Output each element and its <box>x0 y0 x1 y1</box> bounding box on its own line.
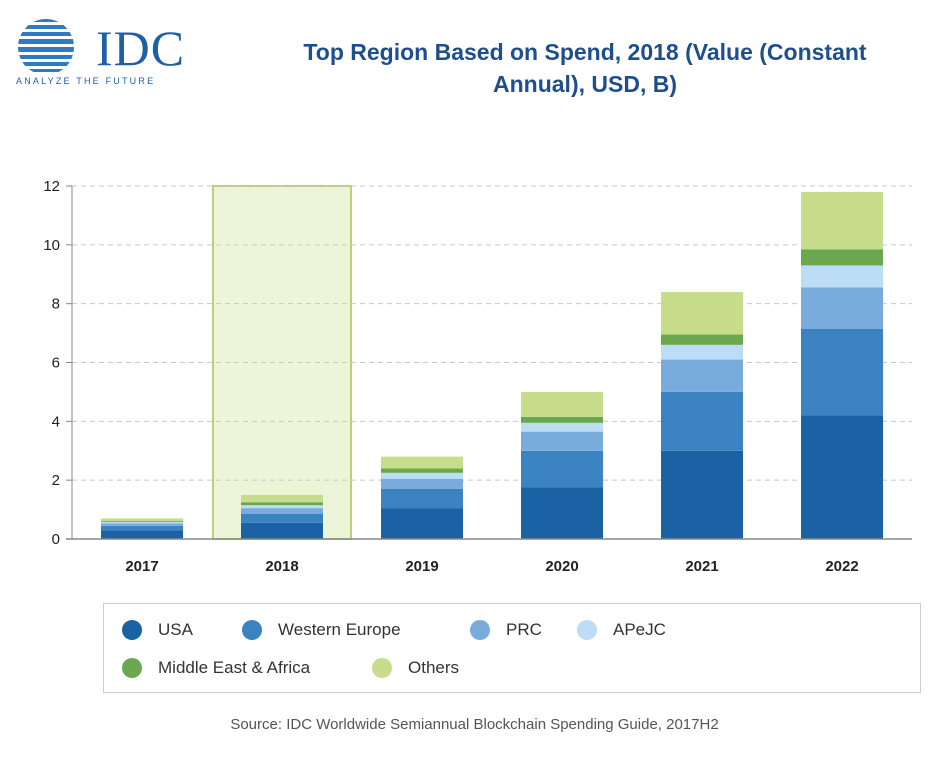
bar-segment-2021-apejc <box>661 344 743 360</box>
bar-segment-2019-prc <box>381 478 463 489</box>
bar-segment-2022-middle-east-africa <box>801 249 883 266</box>
legend-label: PRC <box>506 620 542 639</box>
bar-segment-2019-apejc <box>381 472 463 479</box>
bar-segment-2022-others <box>801 191 883 250</box>
bar-segment-2022-apejc <box>801 265 883 288</box>
x-tick-label: 2018 <box>265 558 298 575</box>
chart-title-line-1: Top Region Based on Spend, 2018 (Value (… <box>303 39 867 65</box>
legend-item-middle-east-africa: Middle East & Africa <box>122 656 310 680</box>
bar-segment-2018-others <box>241 494 323 503</box>
bar-segment-2022-western-europe <box>801 328 883 416</box>
bar-segment-2018-western-europe <box>241 513 323 523</box>
x-tick-label: 2021 <box>685 558 718 575</box>
bar-segment-2020-western-europe <box>521 450 603 488</box>
bar-segment-2018-prc <box>241 508 323 514</box>
bar-segment-2017-western-europe <box>101 525 183 531</box>
logo-tagline: ANALYZE THE FUTURE <box>16 76 156 86</box>
y-tick-label: 2 <box>52 472 60 489</box>
y-tick-label: 10 <box>43 237 60 254</box>
legend-swatch <box>242 620 262 640</box>
legend-item-others: Others <box>372 656 459 680</box>
legend-label: APeJC <box>613 620 666 639</box>
legend: USA Western Europe PRC APeJC Middle East & A… <box>103 603 921 693</box>
legend-swatch <box>122 658 142 678</box>
legend-swatch <box>122 620 142 640</box>
x-tick-label: 2020 <box>545 558 578 575</box>
bar-segment-2020-others <box>521 391 603 417</box>
x-tick-label: 2017 <box>125 558 158 575</box>
bar-segment-2021-western-europe <box>661 391 743 451</box>
bar-segment-2020-prc <box>521 431 603 451</box>
legend-swatch <box>470 620 490 640</box>
legend-item-prc: PRC <box>470 618 542 642</box>
legend-item-western-europe: Western Europe <box>242 618 401 642</box>
bar-segment-2021-others <box>661 291 743 335</box>
y-tick-label: 4 <box>52 413 60 430</box>
bar-segment-2021-prc <box>661 359 743 392</box>
y-tick-label: 0 <box>52 531 60 548</box>
chart-title: Top Region Based on Spend, 2018 (Value (… <box>230 36 940 100</box>
legend-item-usa: USA <box>122 618 193 642</box>
bar-segment-2021-usa <box>661 450 743 539</box>
legend-swatch <box>372 658 392 678</box>
legend-label: Others <box>408 658 460 677</box>
logo-wordmark: IDC <box>96 20 186 76</box>
bar-segment-2019-western-europe <box>381 488 463 509</box>
x-tick-label: 2022 <box>825 558 858 575</box>
y-tick-label: 8 <box>52 296 60 313</box>
bar-segment-2018-usa <box>241 522 323 539</box>
bar-segment-2017-middle-east-africa <box>101 521 183 522</box>
legend-item-apejc: APeJC <box>577 618 666 642</box>
legend-label: Western Europe <box>278 620 401 639</box>
stacked-bar-chart: 0 2 4 6 8 10 12 2017 2018 2019 2020 2021 2022 <box>43 178 912 575</box>
y-tick-label: 6 <box>52 355 60 372</box>
x-tick-label: 2019 <box>405 558 438 575</box>
bar-segment-2017-usa <box>101 530 183 539</box>
bar-segment-2019-middle-east-africa <box>381 468 463 473</box>
bar-segment-2019-others <box>381 456 463 469</box>
globe-icon <box>18 19 74 72</box>
y-tick-label: 12 <box>43 178 60 195</box>
bar-segment-2019-usa <box>381 508 463 539</box>
legend-label: USA <box>158 620 193 639</box>
bar-segment-2018-apejc <box>241 505 323 509</box>
idc-logo: IDC ANALYZE THE FUTURE <box>10 18 200 88</box>
bar-segment-2017-apejc <box>101 521 183 524</box>
bar-segment-2021-middle-east-africa <box>661 334 743 345</box>
source-note: Source: IDC Worldwide Semiannual Blockch… <box>230 716 719 733</box>
bar-segment-2022-usa <box>801 415 883 539</box>
bar-segment-2017-others <box>101 518 183 522</box>
bar-segment-2017-prc <box>101 523 183 526</box>
chart-title-line-2: Annual), USD, B) <box>493 71 677 97</box>
bar-segment-2020-usa <box>521 487 603 539</box>
bar-segment-2020-apejc <box>521 422 603 432</box>
legend-label: Middle East & Africa <box>158 658 311 677</box>
bar-segment-2018-middle-east-africa <box>241 502 323 506</box>
legend-swatch <box>577 620 597 640</box>
bar-segment-2022-prc <box>801 287 883 329</box>
bar-segment-2020-middle-east-africa <box>521 416 603 423</box>
